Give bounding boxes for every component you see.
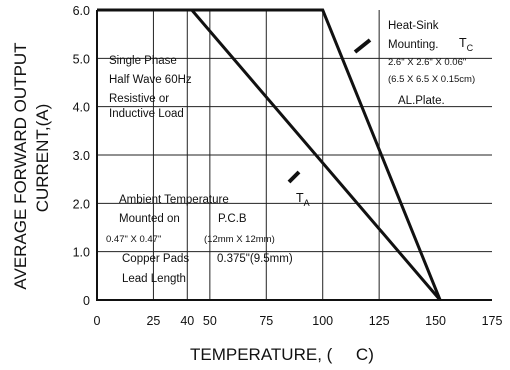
- x-tick-label: 0: [94, 314, 101, 328]
- tick-labels: 0 25 40 50 75 100 125 150 175 0 1.0 2.0 3.0 4.0 5.0 6.0: [73, 4, 503, 328]
- series-label-ta: TA: [287, 170, 310, 208]
- lead-length-label: Lead Length: [122, 273, 186, 285]
- ta-label: TA: [296, 191, 310, 208]
- copper-pads-label: Copper Pads: [122, 253, 189, 265]
- condition-line-4: Inductive Load: [109, 108, 184, 120]
- grid-lines: [97, 10, 492, 300]
- ambient-line-1: Ambient Temperature: [119, 194, 229, 206]
- conditions-annotation: Single Phase Half Wave 60Hz Resistive or…: [109, 55, 192, 120]
- x-tick-label: 50: [203, 314, 217, 328]
- y-tick-label: 3.0: [73, 149, 90, 163]
- x-tick-label: 25: [146, 314, 160, 328]
- y-tick-label: 4.0: [73, 101, 90, 115]
- y-axis-title-line-2: CURRENT,(A): [33, 104, 52, 213]
- lead-length-value: 0.375"(9.5mm): [217, 253, 293, 265]
- condition-line-1: Single Phase: [109, 55, 177, 67]
- x-tick-label: 150: [425, 314, 446, 328]
- x-tick-label: 125: [369, 314, 390, 328]
- condition-line-2: Half Wave 60Hz: [109, 74, 192, 86]
- heat-sink-line-2: Mounting.: [388, 39, 439, 51]
- pad-dims-in: 0.47" X 0.47": [106, 234, 161, 245]
- tc-pointer: [353, 38, 372, 54]
- plot-axes: [96, 10, 492, 301]
- x-tick-label: 40: [180, 314, 194, 328]
- derating-curves: [97, 8, 442, 301]
- y-tick-label: 6.0: [73, 4, 90, 18]
- pcb-label: P.C.B: [218, 213, 247, 225]
- heat-sink-dims-in: 2.6" X 2.6" X 0.06": [388, 57, 466, 68]
- pcb-annotation: Ambient Temperature Mounted on P.C.B 0.4…: [106, 194, 293, 285]
- y-tick-label: 0: [83, 294, 90, 308]
- y-tick-label: 5.0: [73, 52, 90, 66]
- y-tick-label: 2.0: [73, 197, 90, 211]
- x-axis-title: TEMPERATURE, ( C): [190, 345, 374, 364]
- x-tick-label: 175: [482, 314, 503, 328]
- ta-pointer: [287, 170, 301, 184]
- plate-label: AL.Plate.: [398, 95, 445, 107]
- y-axis-title-line-1: AVERAGE FORWARD OUTPUT: [11, 42, 30, 289]
- x-tick-label: 100: [312, 314, 333, 328]
- y-tick-label: 1.0: [73, 246, 90, 260]
- x-tick-label: 75: [259, 314, 273, 328]
- condition-line-3: Resistive or: [109, 93, 169, 105]
- series-label-tc: TC: [353, 36, 474, 54]
- heat-sink-line-1: Heat-Sink: [388, 20, 439, 32]
- curve-ta: [97, 8, 442, 301]
- y-axis-title: AVERAGE FORWARD OUTPUT CURRENT,(A): [11, 42, 52, 289]
- tc-label: TC: [459, 36, 474, 53]
- heat-sink-annotation: Heat-Sink Mounting. 2.6" X 2.6" X 0.06" …: [388, 20, 475, 107]
- ambient-line-2: Mounted on: [119, 213, 180, 225]
- heat-sink-dims-cm: (6.5 X 6.5 X 0.15cm): [388, 74, 475, 85]
- pad-dims-mm: (12mm X 12mm): [204, 234, 275, 245]
